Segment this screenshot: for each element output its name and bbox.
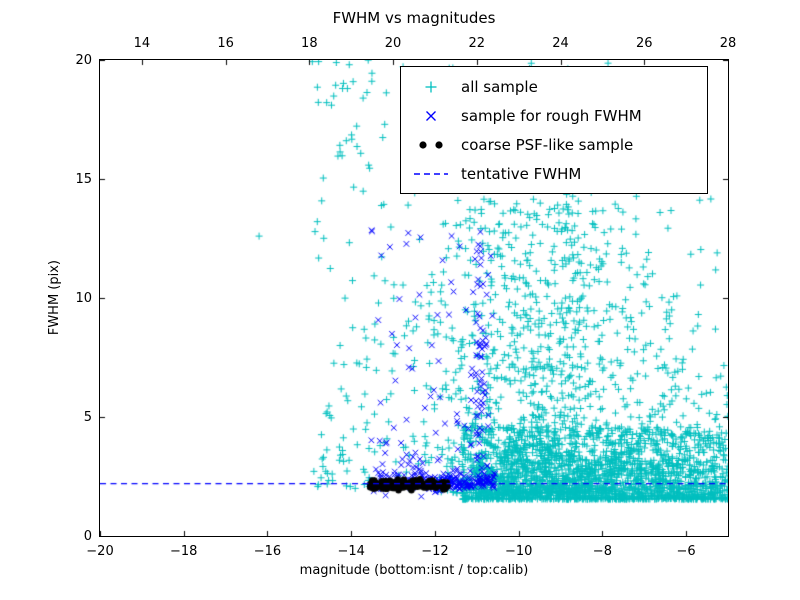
x-axis-label: magnitude (bottom:isnt / top:calib) bbox=[299, 563, 529, 578]
x-tick-label-bottom: −14 bbox=[337, 544, 365, 559]
legend-item-coarse-psf-sample: coarse PSF-like sample bbox=[411, 130, 707, 159]
x-tick-label-bottom: −18 bbox=[170, 544, 198, 559]
x-tick-label-top: 14 bbox=[133, 36, 151, 51]
x-tick-label-top: 22 bbox=[468, 36, 486, 51]
y-tick-label: 15 bbox=[75, 172, 92, 187]
y-tick-label: 5 bbox=[83, 410, 92, 425]
legend-label: coarse PSF-like sample bbox=[461, 135, 634, 154]
x-tick-label-top: 18 bbox=[301, 36, 318, 51]
x-tick-label-bottom: −20 bbox=[86, 544, 114, 559]
x-tick-label-top: 20 bbox=[384, 36, 402, 51]
legend-label: all sample bbox=[461, 77, 538, 96]
x-tick-label-bottom: −6 bbox=[676, 544, 696, 559]
x-tick-label-bottom: −8 bbox=[592, 544, 612, 559]
x-tick-label-bottom: −12 bbox=[421, 544, 449, 559]
x-tick-label-bottom: −10 bbox=[504, 544, 533, 559]
plus-marker-icon bbox=[425, 81, 437, 92]
y-tick-label: 10 bbox=[75, 291, 92, 306]
dot-marker-icon bbox=[419, 140, 443, 149]
x-tick-label-top: 28 bbox=[719, 36, 737, 51]
legend-item-rough-fwhm-sample: sample for rough FWHM bbox=[411, 101, 707, 130]
x-tick-label-top: 24 bbox=[552, 36, 569, 51]
legend-label: tentative FWHM bbox=[461, 164, 582, 183]
x-marker-icon bbox=[426, 110, 436, 121]
legend-label: sample for rough FWHM bbox=[461, 106, 642, 125]
y-tick-label: 0 bbox=[83, 529, 92, 544]
chart-title: FWHM vs magnitudes bbox=[332, 9, 496, 27]
x-tick-label-bottom: −16 bbox=[253, 544, 282, 559]
legend-item-all-sample: all sample bbox=[411, 72, 707, 101]
y-tick-label: 20 bbox=[75, 53, 92, 68]
dashed-line-icon bbox=[414, 172, 448, 175]
x-tick-label-top: 16 bbox=[217, 36, 234, 51]
legend: all sample sample for rough FWHM coarse … bbox=[400, 66, 708, 194]
legend-item-tentative-fwhm: tentative FWHM bbox=[411, 159, 707, 188]
x-tick-label-top: 26 bbox=[635, 36, 653, 51]
